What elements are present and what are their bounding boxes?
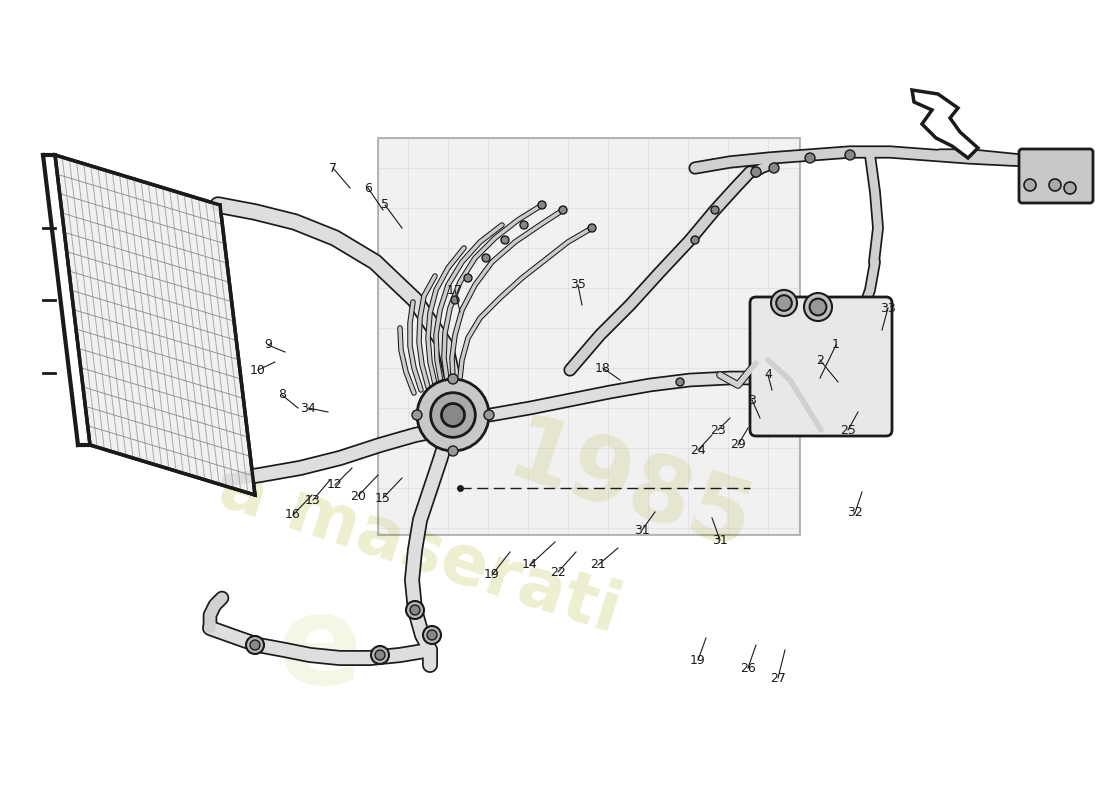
Circle shape: [406, 601, 424, 619]
Circle shape: [371, 646, 389, 664]
Circle shape: [1049, 179, 1061, 191]
Text: 3: 3: [748, 394, 756, 406]
Text: 14: 14: [522, 558, 538, 571]
Text: 31: 31: [712, 534, 728, 546]
Circle shape: [464, 274, 472, 282]
Circle shape: [424, 626, 441, 644]
Text: 22: 22: [550, 566, 565, 578]
Text: 34: 34: [300, 402, 316, 414]
Circle shape: [520, 221, 528, 229]
Text: 18: 18: [595, 362, 610, 374]
Circle shape: [777, 295, 792, 310]
Text: 19: 19: [484, 569, 499, 582]
Text: 24: 24: [690, 443, 706, 457]
Circle shape: [804, 293, 832, 321]
Circle shape: [769, 163, 779, 173]
Text: 1985: 1985: [497, 410, 763, 570]
Text: 5: 5: [381, 198, 389, 211]
Text: 1: 1: [832, 338, 840, 351]
Text: 10: 10: [250, 363, 266, 377]
Circle shape: [845, 150, 855, 160]
Text: 12: 12: [327, 478, 343, 491]
Circle shape: [676, 378, 684, 386]
Text: 35: 35: [570, 278, 586, 291]
Text: 4: 4: [764, 369, 772, 382]
Text: 15: 15: [375, 491, 390, 505]
Text: 7: 7: [329, 162, 337, 174]
Text: 13: 13: [305, 494, 321, 506]
FancyBboxPatch shape: [750, 297, 892, 436]
Circle shape: [448, 446, 458, 456]
Circle shape: [448, 374, 458, 384]
Text: 26: 26: [740, 662, 756, 674]
FancyBboxPatch shape: [1019, 149, 1093, 203]
Circle shape: [771, 290, 797, 316]
Text: 25: 25: [840, 423, 856, 437]
Circle shape: [691, 236, 698, 244]
Text: 32: 32: [847, 506, 862, 519]
Circle shape: [431, 393, 475, 438]
Circle shape: [805, 153, 815, 163]
Circle shape: [246, 636, 264, 654]
Text: 2: 2: [816, 354, 824, 366]
Circle shape: [375, 650, 385, 660]
Circle shape: [810, 298, 826, 315]
Text: e: e: [277, 590, 362, 710]
Circle shape: [250, 640, 260, 650]
Circle shape: [538, 201, 546, 209]
Text: 9: 9: [264, 338, 272, 351]
Text: a maserati: a maserati: [211, 454, 629, 646]
Circle shape: [500, 236, 509, 244]
Text: 27: 27: [770, 671, 785, 685]
Text: 20: 20: [350, 490, 366, 502]
Circle shape: [484, 410, 494, 420]
Circle shape: [711, 206, 719, 214]
Circle shape: [441, 403, 464, 426]
Circle shape: [559, 206, 566, 214]
Circle shape: [412, 410, 422, 420]
Circle shape: [751, 167, 761, 177]
Circle shape: [482, 254, 490, 262]
Text: 29: 29: [730, 438, 746, 451]
Circle shape: [588, 224, 596, 232]
Circle shape: [1064, 182, 1076, 194]
Text: 23: 23: [711, 423, 726, 437]
Text: 21: 21: [590, 558, 606, 571]
Text: 31: 31: [634, 523, 650, 537]
Bar: [378, 138, 800, 535]
Text: 16: 16: [285, 509, 301, 522]
Circle shape: [451, 296, 459, 304]
Circle shape: [1024, 179, 1036, 191]
Text: 17: 17: [447, 283, 463, 297]
Text: 33: 33: [880, 302, 895, 314]
Circle shape: [410, 605, 420, 615]
Text: 8: 8: [278, 389, 286, 402]
Circle shape: [427, 630, 437, 640]
Text: 6: 6: [364, 182, 372, 194]
Circle shape: [417, 379, 490, 451]
Polygon shape: [55, 155, 255, 495]
Polygon shape: [912, 90, 978, 158]
Text: 19: 19: [690, 654, 706, 666]
